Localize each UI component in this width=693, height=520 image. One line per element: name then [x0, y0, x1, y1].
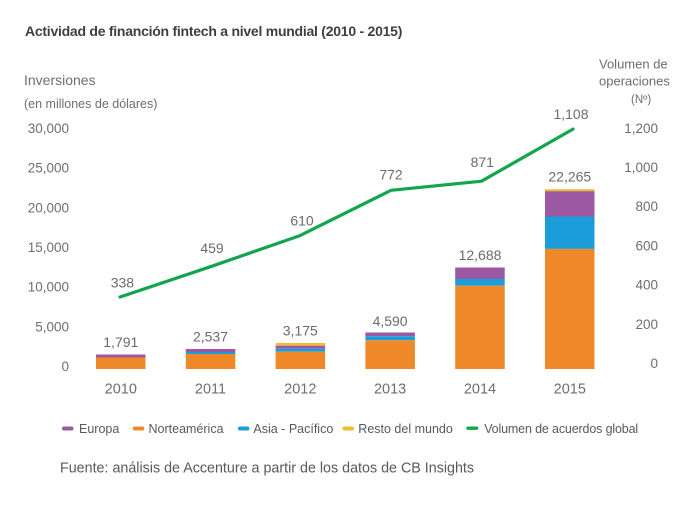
svg-text:600: 600 — [635, 238, 658, 253]
svg-text:0: 0 — [650, 356, 658, 371]
svg-text:Actividad de financión fintech: Actividad de financión fintech a nivel m… — [25, 23, 402, 39]
svg-text:1,000: 1,000 — [624, 160, 658, 175]
svg-text:22,265: 22,265 — [548, 169, 591, 185]
svg-text:2014: 2014 — [464, 382, 496, 398]
svg-text:0: 0 — [61, 359, 69, 374]
svg-text:Asia - Pacífico: Asia - Pacífico — [253, 422, 333, 436]
svg-text:1,791: 1,791 — [103, 334, 138, 350]
svg-text:15,000: 15,000 — [28, 240, 69, 255]
svg-text:Resto del mundo: Resto del mundo — [358, 422, 453, 436]
svg-text:Europa: Europa — [79, 422, 119, 436]
svg-text:Inversiones: Inversiones — [24, 72, 96, 88]
svg-text:Volumen de: Volumen de — [599, 57, 668, 72]
svg-text:400: 400 — [635, 278, 658, 293]
svg-text:2010: 2010 — [105, 382, 137, 398]
svg-text:772: 772 — [379, 167, 403, 183]
svg-text:12,688: 12,688 — [459, 247, 502, 263]
svg-text:800: 800 — [635, 199, 658, 214]
svg-text:4,590: 4,590 — [373, 313, 408, 329]
svg-text:5,000: 5,000 — [35, 319, 69, 334]
svg-text:2013: 2013 — [374, 382, 406, 398]
svg-text:459: 459 — [200, 240, 224, 256]
svg-text:Volumen de acuerdos global: Volumen de acuerdos global — [484, 422, 638, 436]
svg-text:3,175: 3,175 — [283, 323, 318, 339]
svg-text:operaciones: operaciones — [599, 74, 670, 89]
svg-text:20,000: 20,000 — [28, 200, 69, 215]
svg-text:2012: 2012 — [284, 382, 316, 398]
svg-text:1,200: 1,200 — [624, 121, 658, 136]
svg-text:1,108: 1,108 — [553, 106, 588, 122]
svg-text:Fuente: análisis de Accenture: Fuente: análisis de Accenture a partir d… — [60, 461, 474, 477]
svg-text:200: 200 — [635, 317, 658, 332]
svg-text:871: 871 — [471, 154, 495, 170]
svg-text:610: 610 — [290, 213, 314, 229]
svg-text:Norteamérica: Norteamérica — [149, 422, 224, 436]
svg-text:2015: 2015 — [554, 382, 586, 398]
svg-text:25,000: 25,000 — [28, 161, 69, 176]
svg-text:(Nº): (Nº) — [631, 94, 651, 106]
svg-text:30,000: 30,000 — [28, 121, 69, 136]
svg-text:10,000: 10,000 — [28, 280, 69, 295]
svg-text:(en millones de dólares): (en millones de dólares) — [24, 97, 157, 111]
svg-text:2011: 2011 — [195, 382, 226, 398]
svg-text:338: 338 — [111, 275, 135, 291]
svg-text:2,537: 2,537 — [193, 329, 228, 345]
